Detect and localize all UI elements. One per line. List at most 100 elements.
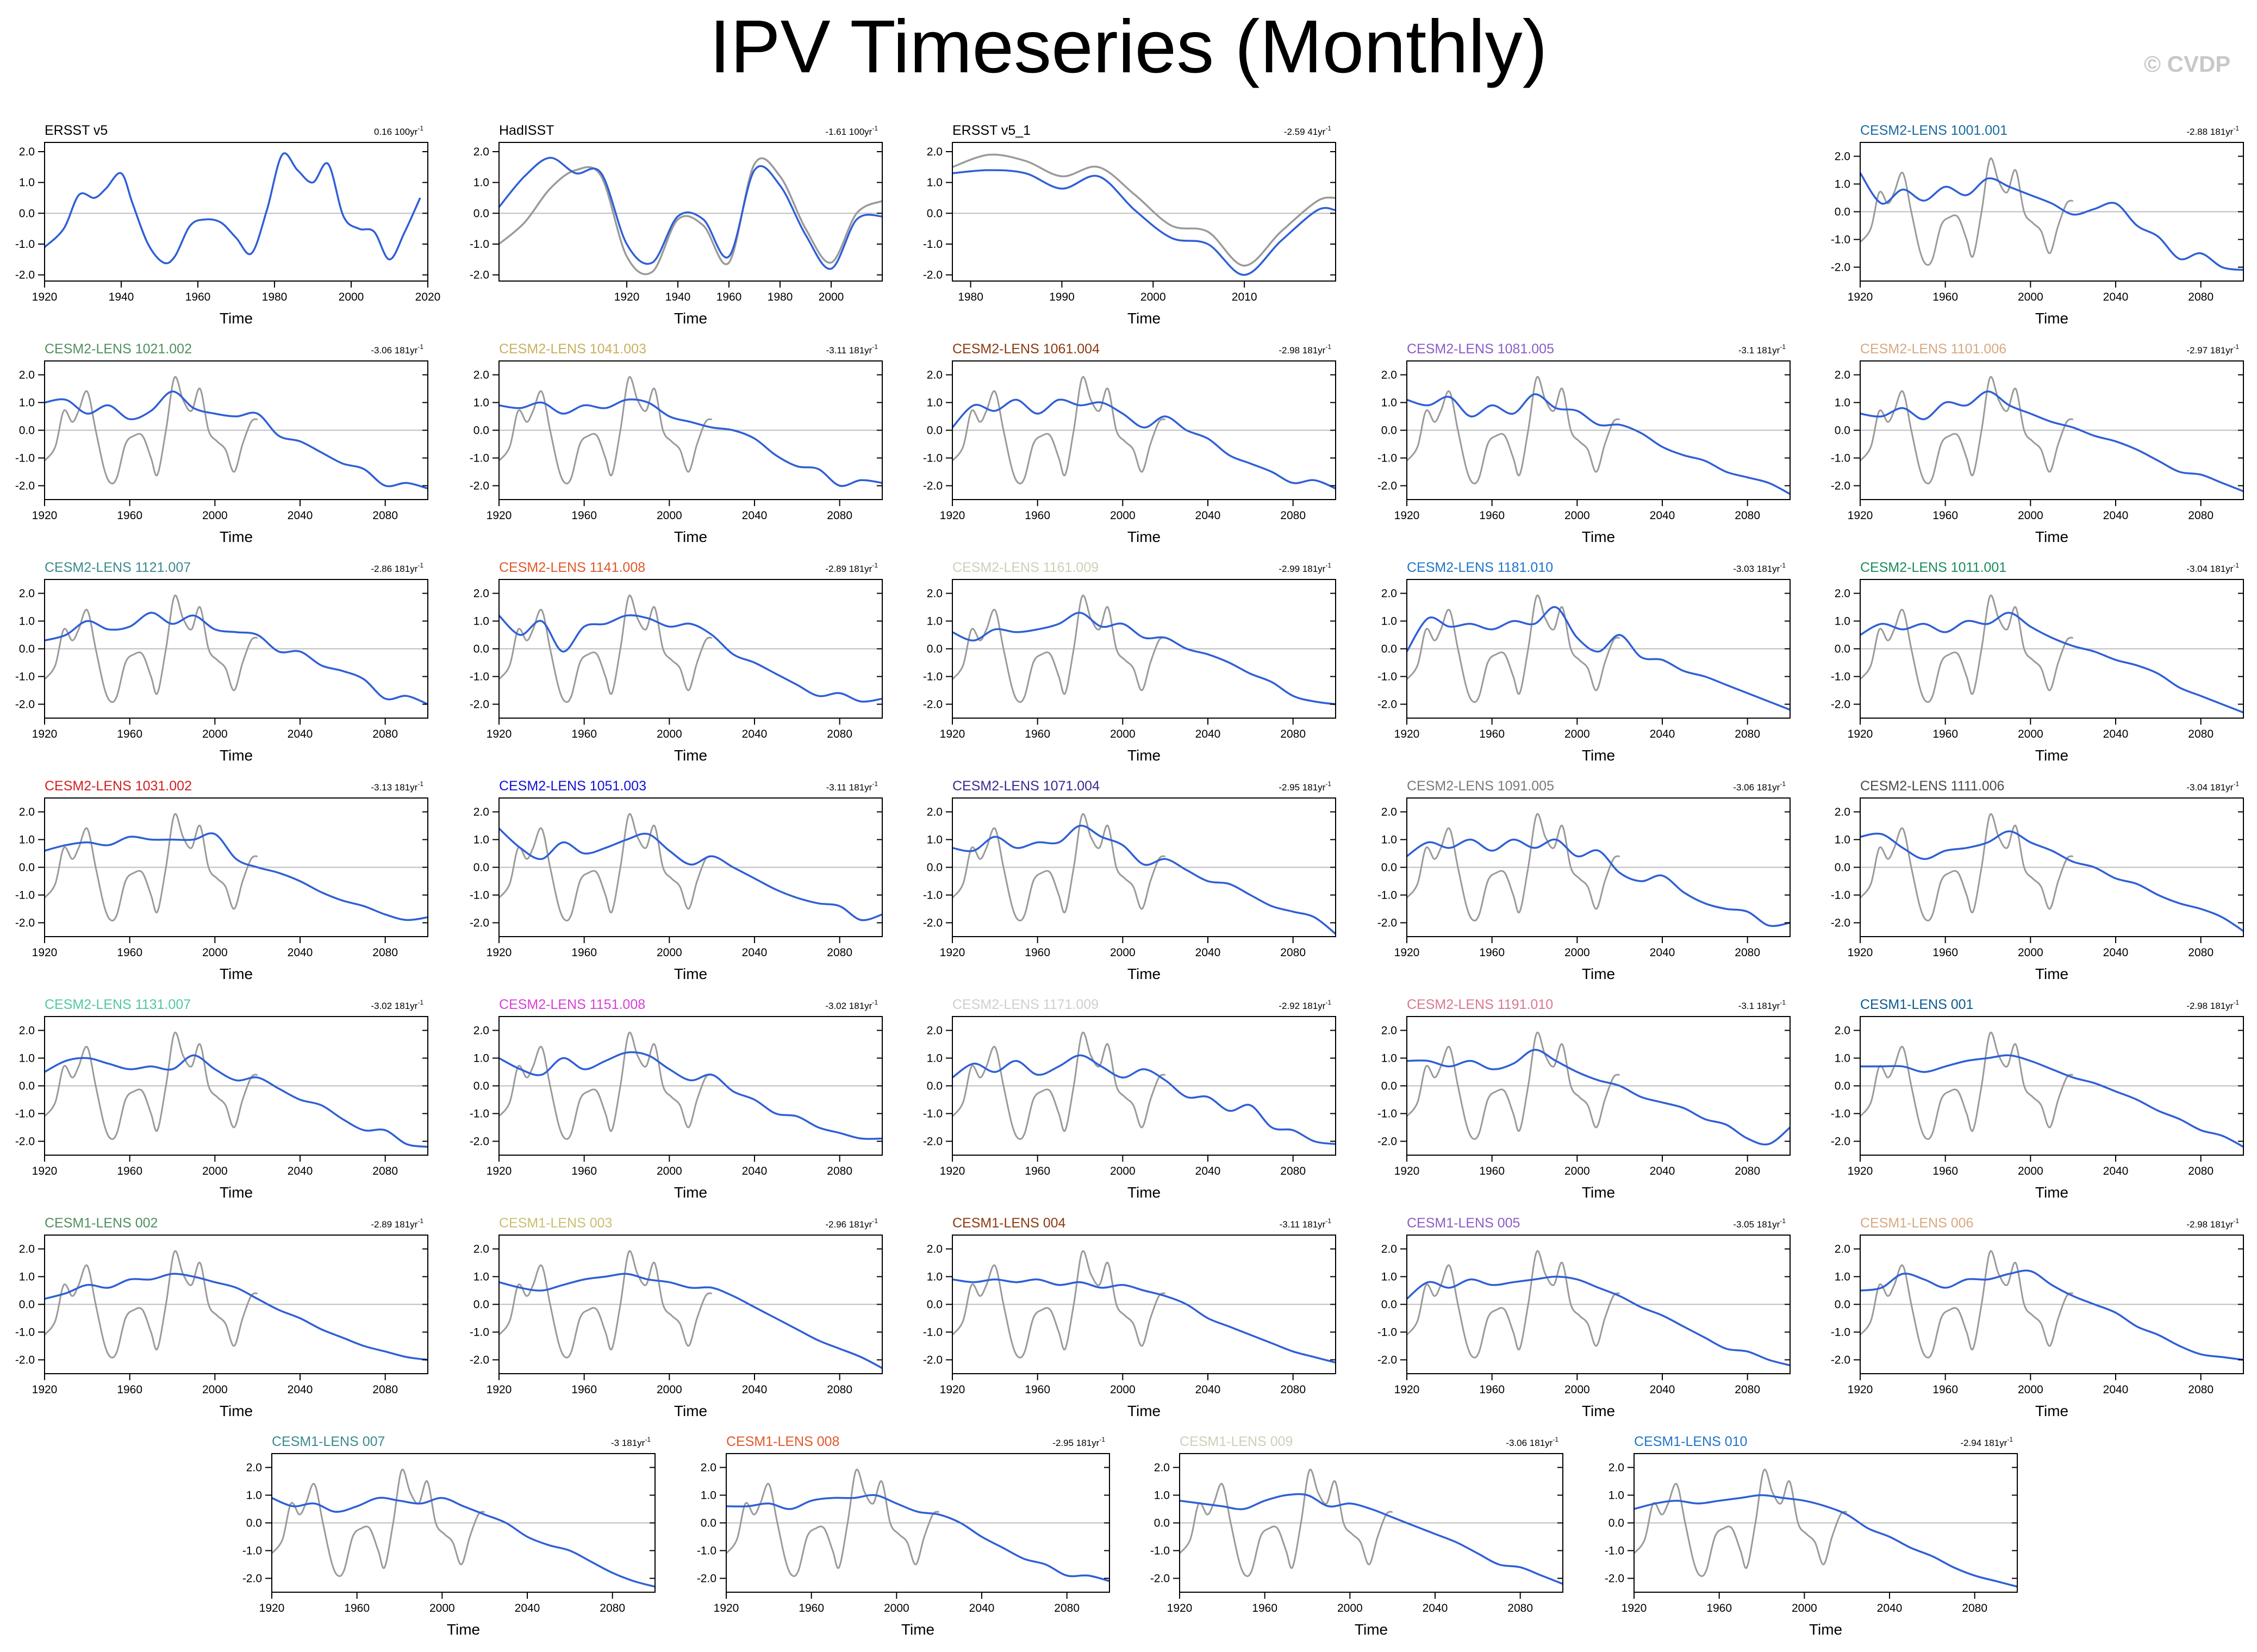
model-series-line: [498, 614, 883, 703]
x-tick-label: 2000: [339, 291, 364, 303]
y-tick-label: 0.0: [1154, 1517, 1170, 1530]
y-tick-label: -1.0: [470, 238, 489, 251]
trend-label: -3.06 181yr-1: [371, 343, 423, 356]
ipv-panel: CESM1-LENS 003 -2.96 181yr-1 1920 1960 2000 2…: [470, 1215, 883, 1419]
y-tick-label: -1.0: [15, 238, 35, 251]
y-tick-label: -2.0: [923, 699, 943, 711]
x-axis-title: Time: [1127, 965, 1161, 982]
y-tick-label: 0.0: [19, 207, 35, 220]
trend-label: -2.94 181yr-1: [1960, 1436, 2013, 1448]
ipv-panel: CESM1-LENS 002 -2.89 181yr-1 1920 1960 2000 2…: [15, 1215, 428, 1419]
trend-exponent: -1: [1099, 1436, 1105, 1443]
x-tick-label: 2080: [1735, 728, 1760, 740]
y-tick-label: 0.0: [473, 425, 489, 437]
x-tick-label: 2040: [1195, 728, 1221, 740]
ipv-panel: CESM2-LENS 1081.005 -3.1 181yr-1 1920 1960 2…: [1377, 341, 1791, 545]
trend-exponent: -1: [1780, 780, 1786, 788]
panel-label: CESM1-LENS 008: [726, 1434, 839, 1449]
x-tick-label: 1920: [940, 509, 965, 522]
x-axis-title: Time: [1355, 1621, 1388, 1638]
ipv-panel: ERSST v5 0.16 100yr-1 1920 1940 1960 1980 2000…: [15, 123, 441, 327]
trend-exponent: -1: [2233, 1217, 2239, 1225]
panel-label: ERSST v5_1: [952, 123, 1031, 138]
x-tick-label: 2040: [1195, 509, 1221, 522]
trend-label: -2.98 181yr-1: [1279, 343, 1331, 356]
x-tick-label: 1920: [940, 946, 965, 959]
model-series-line: [952, 1278, 1336, 1364]
x-tick-label: 2080: [1507, 1602, 1533, 1614]
y-tick-label: -1.0: [1377, 1108, 1397, 1120]
y-tick-label: -1.0: [1377, 889, 1397, 902]
model-series-line: [1860, 390, 2244, 493]
x-tick-label: 1920: [1848, 1165, 1873, 1177]
model-series-line: [44, 1273, 428, 1361]
ipv-panel: CESM1-LENS 006 -2.98 181yr-1 1920 1960 2000 2…: [1831, 1215, 2244, 1419]
trend-label: 0.16 100yr-1: [374, 124, 423, 137]
x-tick-label: 2080: [1735, 946, 1760, 959]
y-tick-label: -2.0: [15, 917, 35, 930]
y-tick-label: 0.0: [473, 643, 489, 656]
y-tick-label: 1.0: [1835, 615, 1850, 628]
y-tick-label: 0.0: [1381, 1080, 1397, 1093]
trend-exponent: -1: [1325, 343, 1331, 351]
model-series-line: [271, 1497, 656, 1588]
trend-exponent: -1: [645, 1436, 651, 1443]
panel-label: CESM2-LENS 1041.003: [499, 341, 646, 357]
y-tick-label: -1.0: [1831, 889, 1850, 902]
trend-label: -1.61 100yr-1: [825, 124, 878, 137]
x-tick-label: 1960: [1479, 509, 1505, 522]
x-tick-label: 2000: [2018, 291, 2043, 303]
obs-series-line: [725, 1468, 940, 1578]
y-tick-label: 0.0: [927, 207, 943, 220]
y-tick-label: 0.0: [473, 1080, 489, 1093]
obs-series-line: [1859, 376, 2074, 485]
obs-series-line: [1406, 813, 1620, 922]
panel-label: CESM1-LENS 003: [499, 1215, 612, 1231]
x-tick-label: 2000: [202, 1383, 228, 1396]
y-tick-label: -2.0: [242, 1573, 262, 1585]
x-tick-label: 2010: [1232, 291, 1257, 303]
y-tick-label: 1.0: [473, 397, 489, 409]
x-tick-label: 2000: [1564, 946, 1590, 959]
model-series-line: [952, 169, 1336, 276]
x-tick-label: 1960: [1025, 509, 1050, 522]
y-tick-label: 1.0: [927, 1271, 943, 1283]
plot-frame: [498, 142, 883, 282]
x-tick-label: 1920: [1848, 509, 1873, 522]
model-series-line: [1406, 1275, 1791, 1367]
y-tick-label: -1.0: [1150, 1545, 1170, 1557]
x-axis-title: Time: [2035, 747, 2068, 764]
y-tick-label: -2.0: [923, 1136, 943, 1148]
model-series-line: [43, 152, 421, 265]
x-axis-title: Time: [220, 1184, 253, 1201]
x-tick-label: 1960: [1025, 728, 1050, 740]
x-tick-label: 2040: [1650, 1165, 1675, 1177]
trend-exponent: -1: [2233, 780, 2239, 788]
x-tick-label: 2000: [2018, 1165, 2043, 1177]
y-tick-label: 0.0: [473, 1299, 489, 1311]
x-tick-label: 1960: [571, 509, 597, 522]
obs-series-line: [1859, 157, 2074, 266]
x-tick-label: 1920: [32, 1383, 58, 1396]
ipv-panel: CESM1-LENS 009 -3.06 181yr-1 1920 1960 2000 2…: [1150, 1434, 1563, 1638]
x-tick-label: 2000: [884, 1602, 909, 1614]
x-tick-label: 2080: [372, 946, 398, 959]
x-axis-title: Time: [1127, 1184, 1161, 1201]
x-tick-label: 2040: [1195, 1383, 1221, 1396]
y-tick-label: -1.0: [15, 671, 35, 683]
x-tick-label: 1960: [799, 1602, 824, 1614]
panel-label: CESM2-LENS 1011.001: [1860, 560, 2006, 575]
x-tick-label: 1960: [117, 1165, 142, 1177]
y-tick-label: 1.0: [927, 397, 943, 409]
y-tick-label: 2.0: [1835, 1243, 1850, 1256]
model-series-line: [1406, 393, 1791, 495]
x-tick-label: 1920: [1848, 1383, 1873, 1396]
x-tick-label: 2000: [2018, 946, 2043, 959]
trend-label: -2.59 41yr-1: [1284, 124, 1332, 137]
trend-label: -2.98 181yr-1: [2186, 1217, 2239, 1230]
trend-exponent: -1: [872, 343, 878, 351]
y-tick-label: 1.0: [19, 177, 35, 189]
y-tick-label: 1.0: [473, 834, 489, 846]
ipv-panel: CESM2-LENS 1071.004 -2.95 181yr-1 1920 1960…: [923, 778, 1337, 982]
ipv-panel: CESM2-LENS 1021.002 -3.06 181yr-1 1920 1960…: [15, 341, 428, 545]
